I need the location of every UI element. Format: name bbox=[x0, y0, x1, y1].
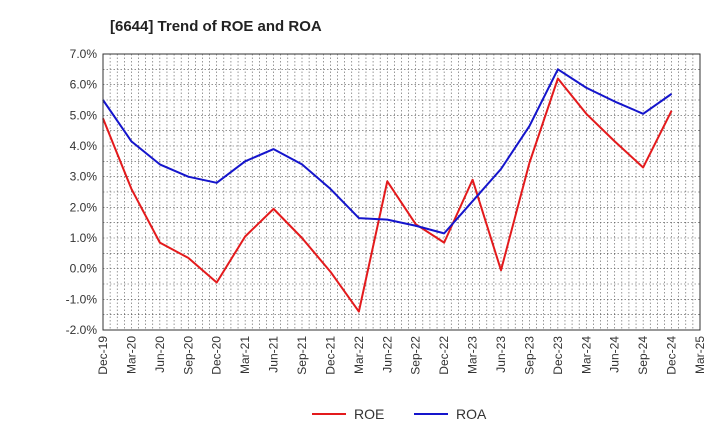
legend-label-roe: ROE bbox=[354, 406, 384, 422]
y-tick-label: 3.0% bbox=[70, 170, 98, 184]
x-tick-label: Dec-23 bbox=[551, 336, 565, 375]
series-line-roe bbox=[102, 77, 673, 313]
x-tick-label: Sep-23 bbox=[522, 336, 536, 375]
x-tick-label: Sep-24 bbox=[636, 336, 650, 375]
x-tick-label: Sep-22 bbox=[409, 336, 423, 375]
y-tick-label: 2.0% bbox=[70, 200, 98, 214]
x-tick-label: Mar-21 bbox=[238, 336, 252, 374]
x-tick-label: Dec-24 bbox=[665, 336, 679, 375]
x-tick-label: Jun-22 bbox=[380, 336, 394, 373]
y-tick-label: -2.0% bbox=[66, 323, 98, 337]
x-tick-label: Jun-23 bbox=[494, 336, 508, 373]
legend-label-roa: ROA bbox=[456, 406, 487, 422]
series-lines bbox=[102, 68, 673, 313]
x-tick-label: Sep-20 bbox=[181, 336, 195, 375]
x-tick-label: Jun-24 bbox=[608, 336, 622, 373]
y-tick-label: -1.0% bbox=[66, 292, 98, 306]
y-tick-label: 0.0% bbox=[70, 262, 98, 276]
x-tick-label: Mar-20 bbox=[124, 336, 138, 374]
x-tick-label: Dec-20 bbox=[210, 336, 224, 375]
x-tick-label: Mar-23 bbox=[466, 336, 480, 374]
x-tick-label: Sep-21 bbox=[295, 336, 309, 375]
y-tick-label: 4.0% bbox=[70, 139, 98, 153]
plot-border bbox=[102, 53, 701, 331]
x-tick-label: Mar-22 bbox=[352, 336, 366, 374]
chart-title: [6644] Trend of ROE and ROA bbox=[110, 18, 322, 35]
x-tick-label: Jun-20 bbox=[153, 336, 167, 373]
y-tick-label: 5.0% bbox=[70, 108, 98, 122]
legend: ROE ROA bbox=[312, 406, 487, 422]
x-tick-label: Jun-21 bbox=[267, 336, 281, 373]
y-tick-label: 7.0% bbox=[70, 47, 98, 61]
x-axis: Dec-19 Mar-20 Jun-20 Sep-20 Dec-20 Mar-21 Jun-… bbox=[96, 336, 707, 375]
y-tick-label: 6.0% bbox=[70, 78, 98, 92]
y-tick-label: 1.0% bbox=[70, 231, 98, 245]
x-tick-label: Dec-19 bbox=[96, 336, 110, 375]
series-line-roa bbox=[102, 68, 673, 235]
y-axis: 7.0% 6.0% 5.0% 4.0% 3.0% 2.0% 1.0% 0.0% -1.0% -2.… bbox=[66, 47, 98, 337]
x-tick-label: Mar-25 bbox=[693, 336, 707, 374]
x-tick-label: Dec-22 bbox=[437, 336, 451, 375]
x-tick-label: Mar-24 bbox=[579, 336, 593, 374]
grid bbox=[103, 54, 700, 330]
x-tick-label: Dec-21 bbox=[323, 336, 337, 375]
